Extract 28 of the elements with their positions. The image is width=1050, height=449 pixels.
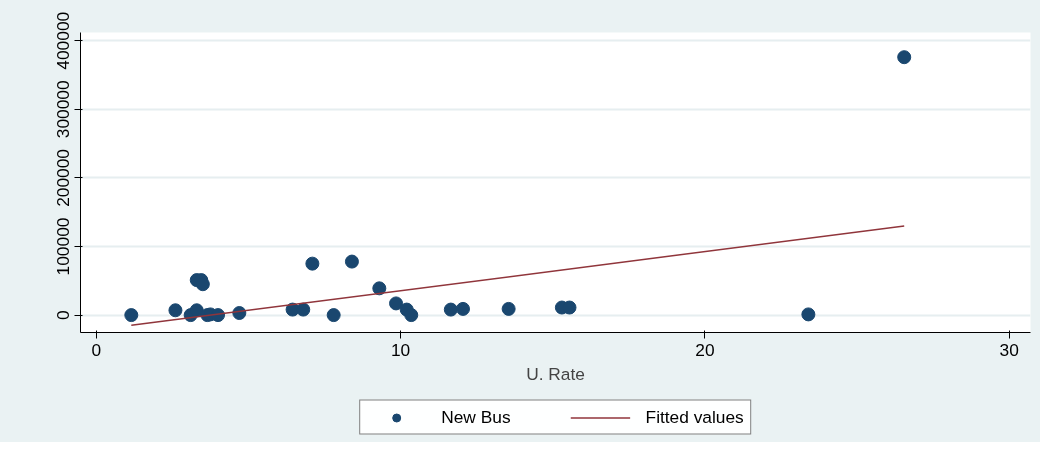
point [305, 256, 320, 271]
x-tick-label: 0 [91, 339, 102, 360]
point [326, 308, 341, 323]
point [372, 281, 387, 296]
x-tick-label: 20 [695, 339, 715, 360]
point [296, 302, 311, 317]
point [456, 301, 470, 316]
point [189, 303, 204, 318]
x-tick-label: 30 [999, 339, 1019, 360]
y-tick-label: 0 [53, 310, 74, 320]
x-axis-title: U. Rate [526, 363, 585, 384]
y-tick-label: 400000 [53, 11, 74, 70]
point [168, 303, 183, 318]
legend-label: Fitted values [645, 406, 744, 428]
point [501, 301, 516, 316]
legend-label: New Bus [441, 406, 511, 428]
point [344, 254, 359, 269]
y-tick-label: 200000 [53, 148, 74, 207]
point [389, 296, 404, 311]
point [801, 307, 816, 322]
point [124, 308, 139, 323]
y-tick-label: 300000 [53, 80, 74, 139]
x-tick-label: 10 [390, 339, 411, 360]
point [404, 308, 419, 323]
y-tick-label: 100000 [53, 217, 74, 276]
point [897, 50, 912, 65]
point [443, 302, 458, 317]
point [195, 277, 210, 292]
